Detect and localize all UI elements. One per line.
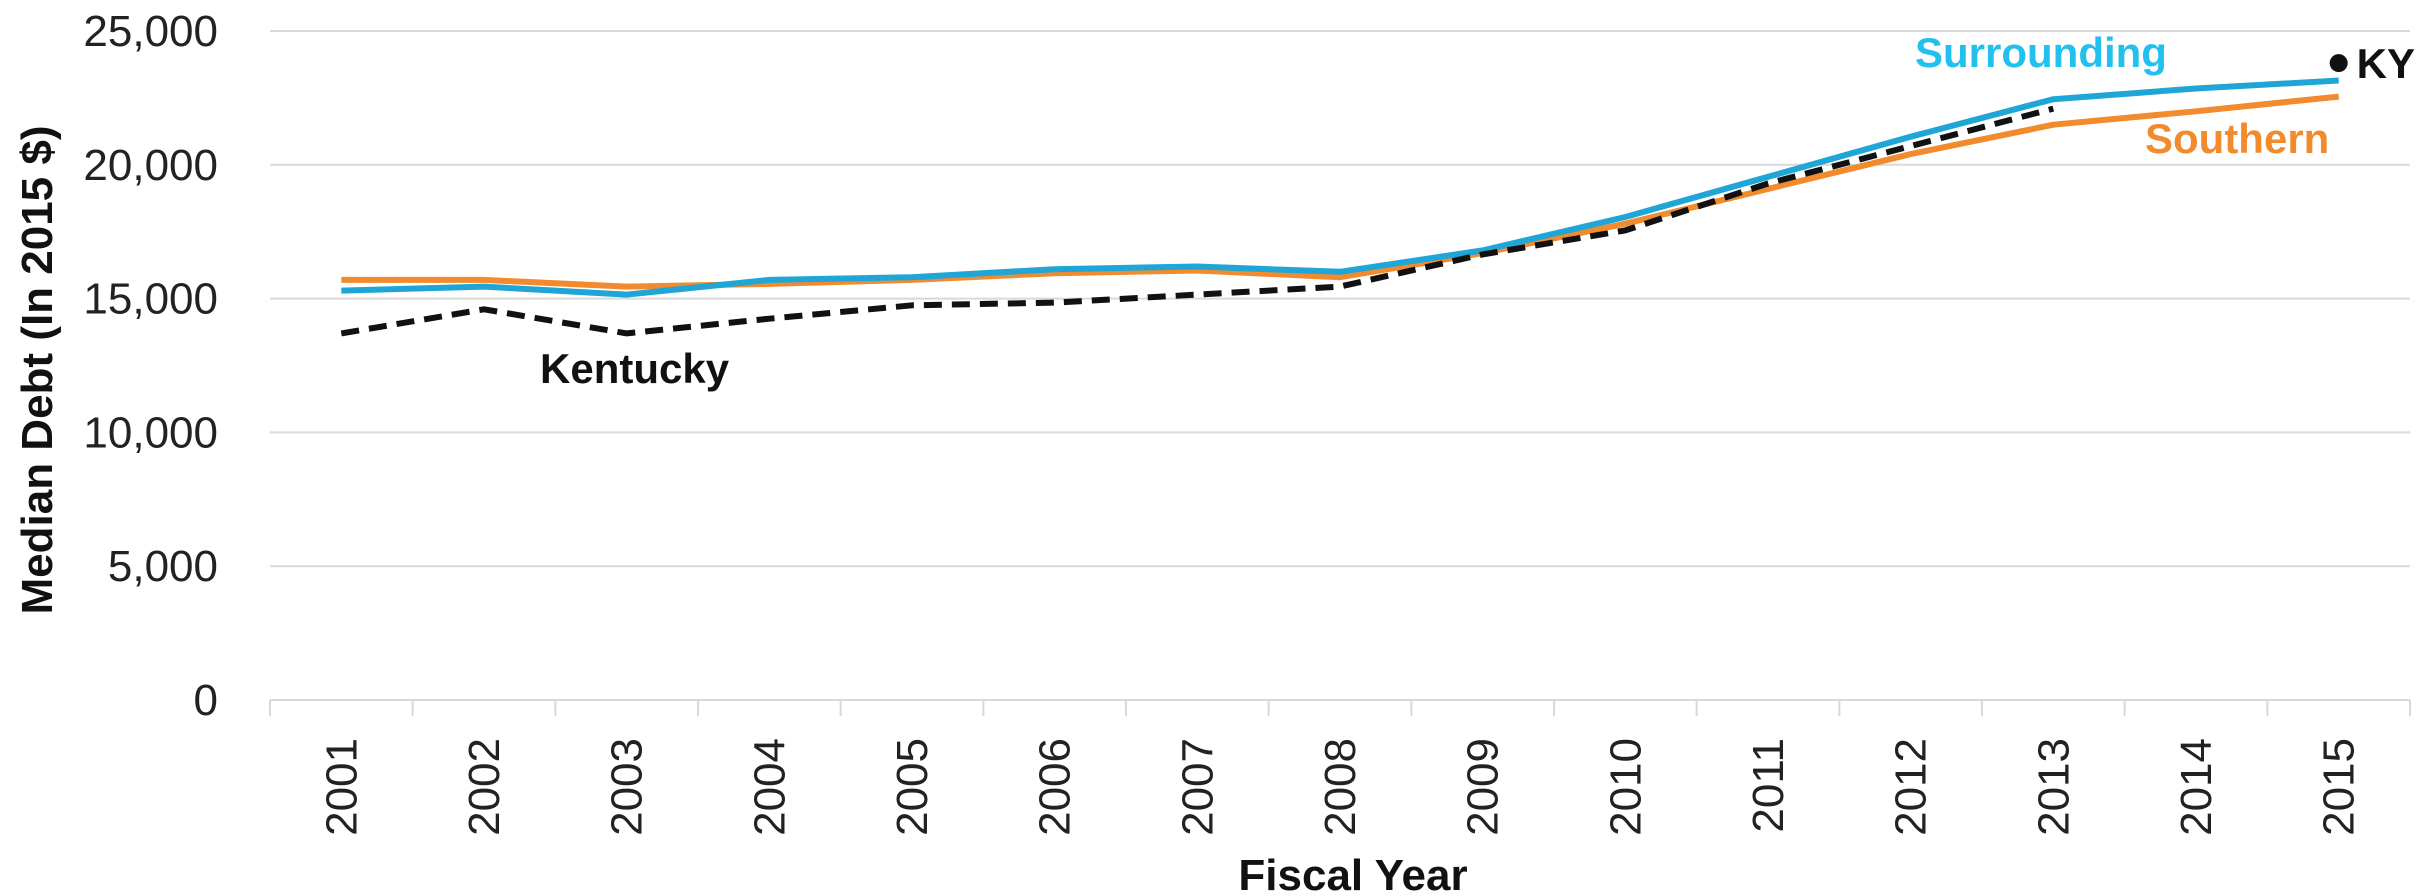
x-tick-label: 2012 <box>1887 738 1936 836</box>
x-tick-label: 2010 <box>1601 738 1650 836</box>
southern-line <box>341 93 2340 290</box>
y-tick-label: 10,000 <box>83 408 218 457</box>
y-tick-label: 15,000 <box>83 275 218 324</box>
surrounding-label: Surrounding <box>1915 29 2167 76</box>
x-tick-label: 2007 <box>1173 738 1222 836</box>
series-labels: Southern Surrounding Kentucky <box>540 29 2329 392</box>
kentucky-label: Kentucky <box>540 345 730 392</box>
ky-point-marker <box>2329 54 2348 73</box>
x-tick-label: 2002 <box>460 738 509 836</box>
y-axis-title: Median Debt (In 2015 $) <box>13 125 62 614</box>
y-tick-label: 0 <box>194 676 218 725</box>
x-tick-label: 2013 <box>2029 738 2078 836</box>
x-tick-label: 2009 <box>1459 738 1508 836</box>
gridlines <box>270 30 2410 701</box>
y-tick-label: 5,000 <box>108 542 218 591</box>
x-tick-label: 2004 <box>745 738 794 836</box>
x-tick-label: 2003 <box>603 738 652 836</box>
ky-point-label: KY <box>2357 40 2415 87</box>
x-tick-label: 2001 <box>317 738 366 836</box>
y-tick-label: 20,000 <box>83 141 218 190</box>
y-tick-label: 25,000 <box>83 7 218 56</box>
y-axis: 0 5,000 10,000 15,000 20,000 25,000 <box>83 7 218 725</box>
x-tick-label: 2015 <box>2315 738 2364 836</box>
x-tick-label: 2008 <box>1316 738 1365 836</box>
southern-label: Southern <box>2145 115 2329 162</box>
x-tick-label: 2014 <box>2172 738 2221 836</box>
x-tick-label: 2011 <box>1744 738 1793 833</box>
surrounding-line <box>341 77 2339 298</box>
x-axis-title: Fiscal Year <box>1238 851 1467 896</box>
kentucky-line <box>340 105 2055 337</box>
x-tick-label: 2006 <box>1031 738 1080 836</box>
x-tick-label: 2005 <box>888 738 937 836</box>
x-axis: 2001 2002 2003 2004 2005 2006 2007 2008 2009 2010… <box>269 700 2411 836</box>
series-lines: KY <box>340 40 2415 337</box>
